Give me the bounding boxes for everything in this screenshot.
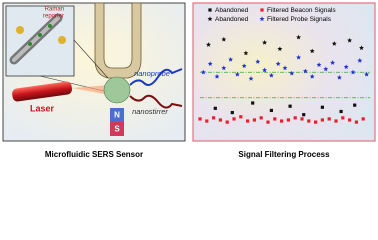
point bbox=[228, 56, 234, 62]
point bbox=[214, 73, 220, 79]
point bbox=[302, 68, 308, 74]
legend-marker bbox=[208, 8, 212, 12]
point bbox=[296, 54, 302, 60]
point bbox=[359, 45, 364, 50]
point bbox=[334, 119, 338, 123]
point bbox=[259, 116, 263, 120]
point bbox=[286, 118, 290, 122]
laser-label: Laser bbox=[30, 103, 55, 113]
point bbox=[282, 65, 288, 71]
legend-label: Abandoned bbox=[215, 16, 249, 23]
point bbox=[302, 113, 306, 117]
point bbox=[198, 117, 202, 121]
point bbox=[320, 105, 324, 109]
point bbox=[354, 120, 358, 124]
point bbox=[347, 37, 353, 43]
point bbox=[246, 119, 250, 123]
legend-label: Filtered Probe Signals bbox=[267, 16, 332, 23]
beam bbox=[72, 85, 110, 95]
point bbox=[225, 120, 229, 124]
inset-label: reporter bbox=[43, 14, 64, 20]
point bbox=[268, 72, 274, 78]
point bbox=[251, 101, 255, 105]
legend-label: Filtered Beacon Signals bbox=[267, 7, 336, 14]
point bbox=[243, 50, 249, 56]
point bbox=[331, 41, 337, 46]
point bbox=[289, 70, 295, 76]
point bbox=[316, 62, 322, 67]
point bbox=[232, 117, 236, 121]
point bbox=[309, 73, 315, 79]
inset-label: Raman bbox=[45, 7, 64, 13]
point bbox=[248, 76, 254, 81]
point bbox=[234, 71, 240, 77]
point bbox=[353, 103, 357, 107]
legend-marker bbox=[260, 8, 264, 12]
figure: Raman reporter Laser nanoprobe nanostirr… bbox=[2, 2, 376, 159]
point bbox=[288, 104, 292, 108]
point bbox=[280, 119, 284, 123]
point bbox=[218, 118, 222, 122]
point bbox=[307, 119, 311, 123]
point bbox=[350, 69, 356, 75]
left-caption: Microfluidic SERS Sensor bbox=[45, 150, 143, 159]
point bbox=[330, 60, 336, 65]
magnet-label: N bbox=[114, 111, 120, 120]
right-caption: Signal Filtering Process bbox=[238, 150, 330, 159]
point bbox=[300, 117, 304, 121]
point bbox=[206, 42, 211, 47]
point bbox=[200, 69, 206, 75]
magnet-label: S bbox=[114, 125, 120, 134]
magnet-north bbox=[110, 108, 124, 122]
point bbox=[207, 61, 213, 66]
point bbox=[269, 108, 273, 113]
point bbox=[296, 34, 302, 40]
point bbox=[230, 110, 234, 115]
point bbox=[357, 58, 363, 63]
point bbox=[221, 65, 227, 71]
legend-label: Abandoned bbox=[215, 7, 249, 14]
channel bbox=[94, 2, 142, 79]
nanostirrer-label: nanostirrer bbox=[132, 107, 168, 116]
point bbox=[273, 117, 277, 121]
probe-arrow bbox=[129, 68, 183, 86]
nanorod bbox=[9, 13, 66, 65]
point bbox=[323, 66, 329, 72]
point bbox=[262, 67, 268, 73]
point bbox=[339, 109, 343, 114]
point bbox=[262, 40, 268, 45]
point bbox=[341, 116, 345, 120]
stirrer-arrow bbox=[129, 94, 183, 109]
point bbox=[252, 118, 256, 122]
point bbox=[348, 118, 352, 122]
point bbox=[239, 115, 243, 119]
point bbox=[343, 64, 349, 70]
point bbox=[336, 74, 342, 80]
particle-cluster bbox=[103, 76, 131, 104]
point bbox=[277, 46, 283, 52]
point bbox=[266, 120, 270, 124]
point bbox=[314, 120, 318, 124]
point bbox=[309, 48, 315, 54]
point bbox=[293, 116, 297, 120]
magnet-south bbox=[110, 122, 124, 136]
point bbox=[320, 118, 324, 122]
point bbox=[364, 71, 370, 77]
legend-marker bbox=[259, 16, 265, 22]
point bbox=[213, 106, 217, 110]
point bbox=[255, 59, 261, 64]
point bbox=[361, 117, 365, 121]
point bbox=[327, 117, 331, 121]
point bbox=[212, 116, 216, 120]
laser bbox=[12, 81, 73, 102]
zoom-line bbox=[73, 39, 109, 79]
point bbox=[275, 61, 281, 66]
point bbox=[241, 63, 247, 69]
nanoprobe-label: nanoprobe bbox=[134, 69, 170, 78]
legend-marker bbox=[207, 16, 213, 22]
point bbox=[221, 36, 227, 42]
point bbox=[205, 119, 209, 123]
